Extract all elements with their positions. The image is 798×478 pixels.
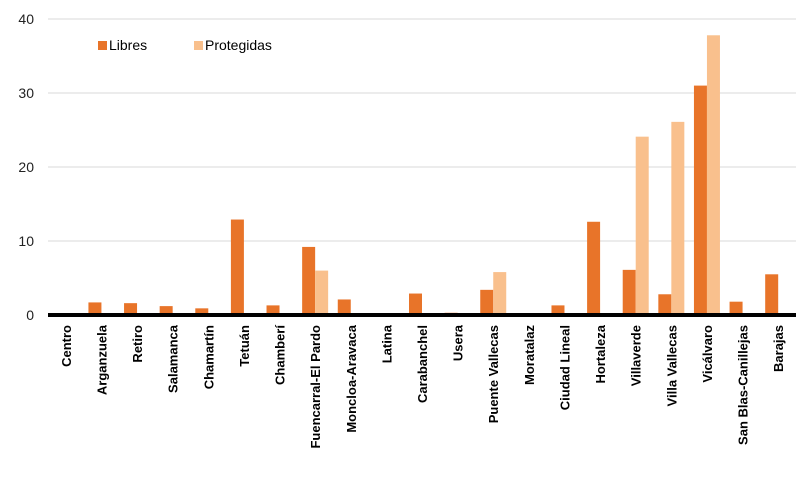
- bar-libres-5: [230, 219, 244, 315]
- x-tick-label: Ciudad Lineal: [557, 325, 572, 410]
- y-tick-label: 20: [18, 159, 34, 175]
- bar-libres-20: [765, 274, 779, 315]
- x-tick-label: Fuencarral-El Pardo: [308, 325, 323, 449]
- bar-libres-3: [159, 306, 173, 315]
- y-tick-label: 10: [18, 233, 34, 249]
- bar-libres-1: [88, 302, 102, 315]
- bar-libres-6: [266, 305, 280, 315]
- bar-protegidas-16: [635, 136, 649, 315]
- x-tick-label: Vicálvaro: [700, 325, 715, 383]
- bar-protegidas-18: [706, 35, 720, 315]
- bar-libres-15: [587, 221, 601, 315]
- x-tick-label: Villa Vallecas: [664, 325, 679, 406]
- bar-libres-10: [409, 293, 422, 315]
- x-tick-label: Barajas: [771, 325, 786, 372]
- x-tick-label: Villaverde: [629, 325, 644, 386]
- x-tick-label: Centro: [59, 325, 74, 367]
- bar-libres-19: [729, 301, 743, 315]
- x-tick-label: Arganzuela: [94, 324, 109, 395]
- bar-libres-2: [124, 303, 138, 315]
- y-tick-label: 30: [18, 85, 34, 101]
- x-axis-ticks: Centro Arganzuela Retiro Salamanca Chamartín…: [59, 324, 786, 448]
- x-tick-label: Moratalaz: [522, 325, 537, 385]
- legend-label-libres: Libres: [109, 37, 147, 53]
- bar-libres-7: [302, 246, 316, 315]
- bar-libres-14: [551, 305, 565, 315]
- y-tick-label: 40: [18, 11, 34, 27]
- bar-libres-4: [195, 308, 209, 315]
- x-tick-label: Carabanchel: [415, 325, 430, 403]
- y-tick-label: 0: [26, 307, 34, 323]
- legend-swatch-protegidas: [194, 41, 203, 50]
- x-tick-label: Retiro: [130, 325, 145, 363]
- bar-protegidas-17: [671, 121, 685, 315]
- x-tick-label: Salamanca: [166, 324, 181, 393]
- bar-libres-17: [658, 294, 672, 315]
- bars: [52, 35, 779, 315]
- legend-swatch-libres: [98, 41, 107, 50]
- bar-libres-8: [337, 299, 351, 315]
- y-axis-ticks: 0 10 20 30 40: [18, 11, 34, 323]
- x-tick-label: Puente Vallecas: [486, 325, 501, 423]
- bar-libres-12: [480, 289, 494, 315]
- x-tick-label: Hortaleza: [593, 324, 608, 383]
- x-tick-label: San Blas-Canillejas: [736, 325, 751, 445]
- x-tick-label: Tetuán: [237, 325, 252, 367]
- bar-libres-18: [693, 85, 707, 315]
- bar-libres-16: [622, 269, 636, 315]
- legend: Libres Protegidas: [98, 37, 272, 53]
- bar-protegidas-12: [493, 272, 507, 315]
- legend-label-protegidas: Protegidas: [205, 37, 272, 53]
- x-tick-label: Moncloa-Aravaca: [344, 324, 359, 432]
- x-tick-label: Latina: [379, 324, 394, 363]
- x-tick-label: Chamberí: [273, 325, 288, 385]
- x-tick-label: Usera: [451, 324, 466, 361]
- x-tick-label: Chamartín: [201, 325, 216, 389]
- bar-protegidas-7: [315, 270, 329, 315]
